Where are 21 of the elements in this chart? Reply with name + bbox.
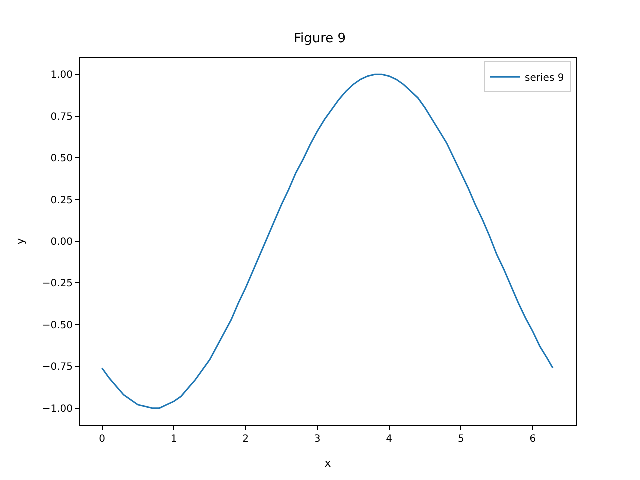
y-tick-label: −0.25 (42, 278, 73, 290)
y-tick-label: −0.50 (42, 320, 73, 332)
x-tick-label: 3 (314, 434, 321, 445)
y-tick-label: 0.50 (50, 154, 73, 165)
x-tick-label: 5 (458, 434, 464, 445)
x-tick-label: 6 (530, 434, 536, 445)
y-tick-label: 0.25 (50, 195, 73, 206)
x-tick-label: 4 (386, 434, 393, 445)
chart-title: Figure 9 (294, 32, 346, 47)
y-axis-title: y (14, 238, 27, 245)
line-series (102, 74, 554, 410)
x-tick-label: 0 (99, 434, 106, 445)
y-tick-label: 1.00 (50, 70, 73, 82)
legend-label: series 9 (525, 73, 564, 84)
y-tick-label: 0.75 (50, 112, 73, 123)
y-tick-label: −1.00 (42, 404, 73, 415)
x-tick-label: 2 (242, 434, 249, 445)
x-tick-label: 1 (170, 434, 178, 445)
x-axis-title: x (324, 457, 332, 470)
y-tick-label: 0.00 (50, 237, 73, 248)
y-tick-label: −0.75 (42, 362, 73, 374)
